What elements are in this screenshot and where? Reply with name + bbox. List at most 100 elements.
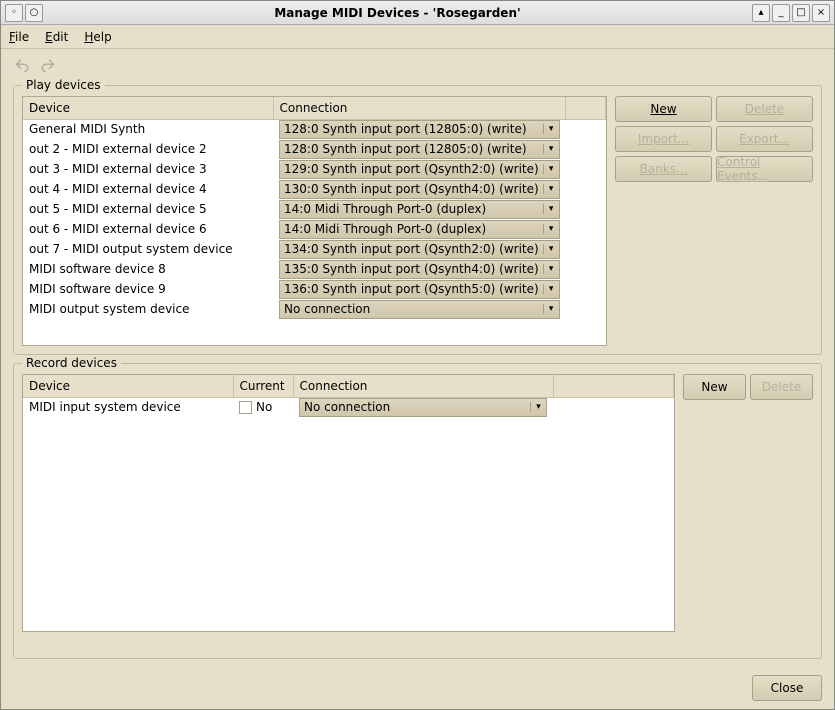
spacer-cell <box>566 199 606 219</box>
window-pin-button[interactable]: ○ <box>25 4 43 22</box>
device-cell[interactable]: MIDI output system device <box>23 299 273 319</box>
chevron-down-icon[interactable]: ▾ <box>543 224 559 234</box>
record-buttons: New Delete <box>683 374 813 650</box>
connection-combo[interactable]: 128:0 Synth input port (12805:0) (write)… <box>279 120 560 139</box>
table-row[interactable]: MIDI input system device No No connection▾ <box>23 397 674 417</box>
window-maximize-button[interactable]: □ <box>792 4 810 22</box>
chevron-down-icon[interactable]: ▾ <box>543 204 559 214</box>
connection-combo[interactable]: 129:0 Synth input port (Qsynth2:0) (writ… <box>279 160 560 179</box>
menubar: File Edit Help <box>1 25 834 49</box>
play-control-events-button[interactable]: Control Events... <box>716 156 813 182</box>
play-header-connection[interactable]: Connection <box>273 97 566 119</box>
device-cell[interactable]: out 4 - MIDI external device 4 <box>23 179 273 199</box>
window-close-button[interactable]: × <box>812 4 830 22</box>
menu-edit[interactable]: Edit <box>45 30 68 44</box>
spacer-cell <box>566 279 606 299</box>
play-import-button[interactable]: Import... <box>615 126 712 152</box>
footer: Close <box>1 667 834 709</box>
current-label: No <box>256 400 272 414</box>
device-cell[interactable]: MIDI software device 8 <box>23 259 273 279</box>
device-cell[interactable]: out 5 - MIDI external device 5 <box>23 199 273 219</box>
close-button[interactable]: Close <box>752 675 822 701</box>
spacer-cell <box>566 239 606 259</box>
device-cell[interactable]: out 3 - MIDI external device 3 <box>23 159 273 179</box>
chevron-down-icon[interactable]: ▾ <box>543 284 559 294</box>
connection-cell: 134:0 Synth input port (Qsynth2:0) (writ… <box>273 239 566 259</box>
connection-value: No connection <box>300 400 530 414</box>
device-cell[interactable]: General MIDI Synth <box>23 119 273 139</box>
menu-help[interactable]: Help <box>84 30 111 44</box>
content-area: Play devices Device Connection General M… <box>1 81 834 667</box>
table-row[interactable]: General MIDI Synth 128:0 Synth input port… <box>23 119 606 139</box>
chevron-down-icon[interactable]: ▾ <box>543 304 559 314</box>
connection-combo[interactable]: 134:0 Synth input port (Qsynth2:0) (writ… <box>279 240 560 259</box>
connection-value: 130:0 Synth input port (Qsynth4:0) (writ… <box>280 182 543 196</box>
play-devices-group: Play devices Device Connection General M… <box>13 85 822 355</box>
connection-combo[interactable]: No connection▾ <box>299 398 547 417</box>
chevron-down-icon[interactable]: ▾ <box>543 244 559 254</box>
current-checkbox[interactable] <box>239 401 252 414</box>
connection-value: 14:0 Midi Through Port-0 (duplex) <box>280 202 543 216</box>
connection-value: 134:0 Synth input port (Qsynth2:0) (writ… <box>280 242 543 256</box>
window-shade-button[interactable]: ▴ <box>752 4 770 22</box>
connection-cell: 135:0 Synth input port (Qsynth4:0) (writ… <box>273 259 566 279</box>
connection-value: 135:0 Synth input port (Qsynth4:0) (writ… <box>280 262 543 276</box>
record-devices-legend: Record devices <box>22 356 121 370</box>
play-header-device[interactable]: Device <box>23 97 273 119</box>
record-devices-table: Device Current Connection MIDI input sys… <box>22 374 675 632</box>
play-new-button[interactable]: New <box>615 96 712 122</box>
table-row[interactable]: out 4 - MIDI external device 4 130:0 Synt… <box>23 179 606 199</box>
table-row[interactable]: out 5 - MIDI external device 5 14:0 Midi … <box>23 199 606 219</box>
play-banks-button[interactable]: Banks... <box>615 156 712 182</box>
record-header-connection[interactable]: Connection <box>293 375 553 397</box>
undo-button[interactable] <box>9 53 33 77</box>
connection-combo[interactable]: 136:0 Synth input port (Qsynth5:0) (writ… <box>279 280 560 299</box>
device-cell[interactable]: MIDI input system device <box>23 397 233 417</box>
connection-combo[interactable]: 14:0 Midi Through Port-0 (duplex)▾ <box>279 220 560 239</box>
play-delete-button[interactable]: Delete <box>716 96 813 122</box>
chevron-down-icon[interactable]: ▾ <box>543 144 559 154</box>
table-row[interactable]: MIDI software device 8 135:0 Synth input … <box>23 259 606 279</box>
chevron-down-icon[interactable]: ▾ <box>543 264 559 274</box>
connection-combo[interactable]: 130:0 Synth input port (Qsynth4:0) (writ… <box>279 180 560 199</box>
connection-cell: 136:0 Synth input port (Qsynth5:0) (writ… <box>273 279 566 299</box>
table-row[interactable]: out 3 - MIDI external device 3 129:0 Synt… <box>23 159 606 179</box>
record-header-device[interactable]: Device <box>23 375 233 397</box>
chevron-down-icon[interactable]: ▾ <box>530 402 546 412</box>
spacer-cell <box>553 397 674 417</box>
spacer-cell <box>566 159 606 179</box>
toolbar <box>1 49 834 81</box>
record-new-button[interactable]: New <box>683 374 746 400</box>
chevron-down-icon[interactable]: ▾ <box>543 184 559 194</box>
spacer-cell <box>566 179 606 199</box>
table-row[interactable]: MIDI software device 9 136:0 Synth input … <box>23 279 606 299</box>
table-row[interactable]: out 7 - MIDI output system device 134:0 S… <box>23 239 606 259</box>
connection-value: 14:0 Midi Through Port-0 (duplex) <box>280 222 543 236</box>
connection-cell: 14:0 Midi Through Port-0 (duplex)▾ <box>273 219 566 239</box>
spacer-cell <box>566 139 606 159</box>
table-row[interactable]: MIDI output system device No connection▾ <box>23 299 606 319</box>
menu-file[interactable]: File <box>9 30 29 44</box>
connection-combo[interactable]: 135:0 Synth input port (Qsynth4:0) (writ… <box>279 260 560 279</box>
connection-combo[interactable]: 14:0 Midi Through Port-0 (duplex)▾ <box>279 200 560 219</box>
device-cell[interactable]: out 2 - MIDI external device 2 <box>23 139 273 159</box>
redo-button[interactable] <box>37 53 61 77</box>
device-cell[interactable]: out 6 - MIDI external device 6 <box>23 219 273 239</box>
chevron-down-icon[interactable]: ▾ <box>543 124 559 134</box>
chevron-down-icon[interactable]: ▾ <box>543 164 559 174</box>
device-cell[interactable]: out 7 - MIDI output system device <box>23 239 273 259</box>
play-devices-legend: Play devices <box>22 78 105 92</box>
spacer-cell <box>566 119 606 139</box>
table-row[interactable]: out 6 - MIDI external device 6 14:0 Midi … <box>23 219 606 239</box>
spacer-cell <box>566 259 606 279</box>
play-export-button[interactable]: Export... <box>716 126 813 152</box>
connection-cell: 128:0 Synth input port (12805:0) (write)… <box>273 119 566 139</box>
window-menu-button[interactable]: ◦ <box>5 4 23 22</box>
window-minimize-button[interactable]: _ <box>772 4 790 22</box>
connection-combo[interactable]: 128:0 Synth input port (12805:0) (write)… <box>279 140 560 159</box>
record-header-current[interactable]: Current <box>233 375 293 397</box>
device-cell[interactable]: MIDI software device 9 <box>23 279 273 299</box>
table-row[interactable]: out 2 - MIDI external device 2 128:0 Synt… <box>23 139 606 159</box>
record-delete-button[interactable]: Delete <box>750 374 813 400</box>
connection-combo[interactable]: No connection▾ <box>279 300 560 319</box>
